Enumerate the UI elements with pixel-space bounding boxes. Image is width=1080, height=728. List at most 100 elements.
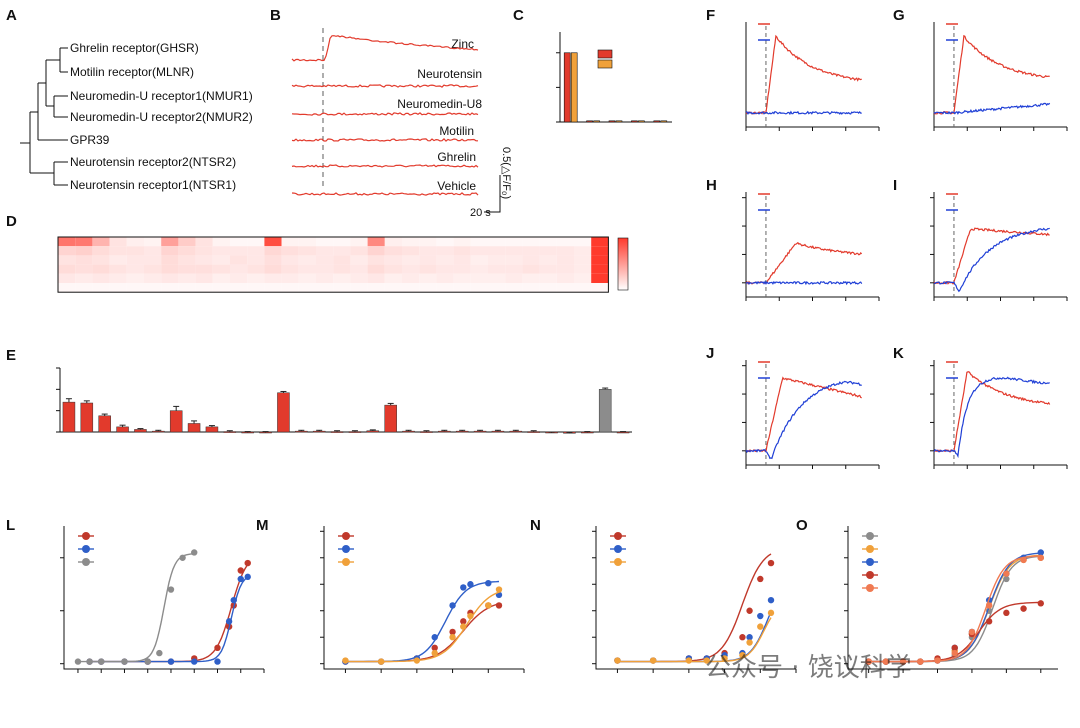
trace-label: Neuromedin-U8 bbox=[397, 97, 482, 111]
data-point bbox=[431, 644, 438, 652]
panel-label-i: I bbox=[893, 177, 897, 194]
heatmap-cell bbox=[470, 237, 488, 247]
heatmap-cell bbox=[574, 237, 592, 247]
data-point bbox=[485, 580, 492, 587]
heatmap-cell bbox=[212, 283, 230, 293]
heatmap-cell bbox=[195, 283, 213, 293]
bar bbox=[169, 410, 183, 433]
data-point bbox=[649, 657, 657, 664]
heatmap-d bbox=[57, 236, 629, 293]
heatmap-cell bbox=[522, 237, 540, 247]
heatmap-cell bbox=[574, 283, 592, 293]
data-point bbox=[191, 549, 198, 556]
heatmap-cell bbox=[384, 255, 402, 265]
chart-o bbox=[844, 526, 1058, 673]
heatmap-cell bbox=[161, 255, 179, 265]
heatmap-cell bbox=[591, 273, 609, 283]
heatmap-cell bbox=[384, 237, 402, 247]
heatmap-cell bbox=[195, 246, 213, 256]
heatmap-cell bbox=[505, 255, 523, 265]
heatmap-cell bbox=[195, 237, 213, 247]
receptor-label: Ghrelin receptor(GHSR) bbox=[70, 41, 199, 55]
series-line bbox=[745, 380, 862, 460]
heatmap-cell bbox=[574, 255, 592, 265]
data-point bbox=[449, 628, 456, 636]
series-line bbox=[933, 227, 1050, 293]
heatmap-cell bbox=[367, 264, 385, 274]
heatmap-cell bbox=[419, 264, 437, 274]
heatmap-cell bbox=[350, 273, 368, 283]
heatmap-cell bbox=[144, 255, 162, 265]
series-line bbox=[933, 227, 1050, 285]
heatmap-cell bbox=[436, 255, 454, 265]
bar bbox=[491, 430, 505, 433]
heatmap-cell bbox=[195, 255, 213, 265]
data-point bbox=[244, 559, 251, 567]
heatmap-cell bbox=[58, 255, 76, 265]
heatmap-cell bbox=[556, 237, 574, 247]
heatmap-cell bbox=[58, 246, 76, 256]
heatmap-cell bbox=[298, 283, 316, 293]
data-point bbox=[746, 634, 753, 641]
trace-line bbox=[291, 35, 479, 62]
data-point bbox=[899, 658, 907, 665]
heatmap-cell bbox=[281, 264, 299, 274]
heatmap-cell bbox=[350, 255, 368, 265]
heatmap-cell bbox=[230, 255, 248, 265]
heatmap-cell bbox=[178, 273, 196, 283]
trace-label: Ghrelin bbox=[437, 150, 476, 164]
receptor-label: Neuromedin-U receptor1(NMUR1) bbox=[70, 89, 253, 103]
heatmap-cell bbox=[556, 283, 574, 293]
heatmap-cell bbox=[402, 264, 420, 274]
heatmap-cell bbox=[212, 255, 230, 265]
heatmap-cell bbox=[488, 273, 506, 283]
scale-bar bbox=[484, 175, 501, 213]
heatmap-cell bbox=[58, 264, 76, 274]
series-line bbox=[933, 376, 1050, 459]
heatmap-cell bbox=[333, 255, 351, 265]
heatmap-cell bbox=[522, 273, 540, 283]
heatmap-cell bbox=[402, 283, 420, 293]
data-point bbox=[121, 658, 128, 665]
heatmap-cell bbox=[522, 255, 540, 265]
heatmap-cell bbox=[126, 246, 144, 256]
data-point bbox=[757, 575, 764, 583]
heatmap-cell bbox=[161, 264, 179, 274]
chart-j bbox=[742, 360, 880, 469]
heatmap-cell bbox=[264, 273, 282, 283]
trace-label: Motilin bbox=[439, 124, 474, 138]
data-point bbox=[144, 658, 151, 665]
heatmap-cell bbox=[488, 255, 506, 265]
data-point bbox=[460, 623, 467, 630]
bar bbox=[527, 431, 540, 433]
data-point bbox=[1020, 605, 1027, 612]
heatmap-cell bbox=[539, 273, 557, 283]
data-point bbox=[431, 634, 438, 641]
bar bbox=[509, 430, 523, 433]
data-point bbox=[985, 602, 993, 609]
data-point bbox=[985, 618, 993, 625]
heatmap-cell bbox=[574, 246, 592, 256]
data-point bbox=[1020, 556, 1027, 564]
heatmap-cell bbox=[384, 246, 402, 256]
panel-label-k: K bbox=[893, 345, 904, 362]
data-point bbox=[431, 649, 438, 657]
panel-label-j: J bbox=[706, 345, 714, 362]
data-point bbox=[485, 602, 492, 609]
data-point bbox=[214, 658, 221, 665]
heatmap-cell bbox=[591, 283, 609, 293]
heatmap-cell bbox=[333, 246, 351, 256]
panel-label-d: D bbox=[6, 213, 17, 230]
heatmap-cell bbox=[453, 255, 471, 265]
heatmap-cell bbox=[367, 237, 385, 247]
heatmap-cell bbox=[58, 237, 76, 247]
heatmap-cell bbox=[161, 273, 179, 283]
heatmap-cell bbox=[247, 246, 265, 256]
heatmap-cell bbox=[126, 255, 144, 265]
chart-k bbox=[930, 360, 1068, 469]
heatmap-cell bbox=[92, 283, 110, 293]
heatmap-cell bbox=[161, 283, 179, 293]
heatmap-cell bbox=[281, 237, 299, 247]
heatmap-cell bbox=[281, 255, 299, 265]
heatmap-cell bbox=[316, 237, 334, 247]
